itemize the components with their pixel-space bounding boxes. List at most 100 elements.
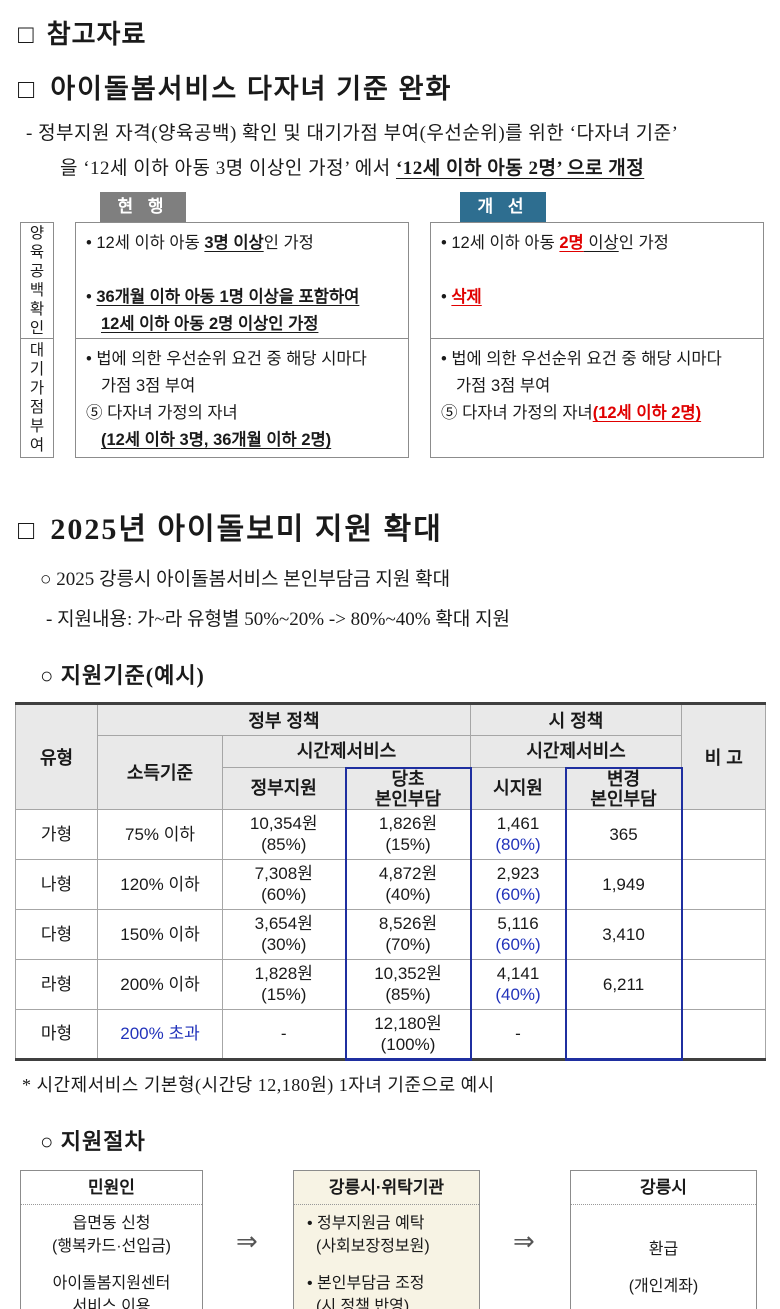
improved-wait-line2: 가점 3점 부여 [456, 377, 551, 395]
row-label-care-gap: 양육공백확인 [21, 223, 53, 339]
col-header-gov-support: 정부지원 [222, 767, 346, 810]
col-header-gov-policy: 정부 정책 [96, 703, 472, 736]
ref-title-text: 참고자료 [46, 19, 147, 49]
col-header-income: 소득기준 [97, 735, 223, 810]
flow-box-city-title: 강릉시 [571, 1171, 756, 1205]
col-header-type: 유형 [15, 703, 98, 810]
income-cell: 150% 이하 [97, 908, 223, 960]
gov-cell: 10,354원 (85%) [222, 808, 346, 860]
section2-title: □ 2025년 아이돌보미 지원 확대 [0, 460, 780, 548]
note-cell [681, 808, 767, 860]
current-tab-label: 현 행 [100, 192, 186, 222]
table-row-na: 나형 120% 이하 7,308원 (60%) 4,872원 (40%) 2,923… [15, 858, 767, 910]
current-care-gap-line1: • 12세 이하 아동 3명 이상인 가정 [86, 234, 314, 252]
gov-cell: 7,308원 (60%) [222, 858, 346, 910]
orig-copay-cell: 12,180원 (100%) [344, 1008, 472, 1061]
section2-title-text: 2025년 아이돌보미 지원 확대 [50, 513, 443, 546]
current-care-gap-line3: 12세 이하 아동 2명 이상인 가정 [101, 315, 319, 333]
current-wait-line3: ⑤ 다자녀 가정의 자녀 [86, 404, 238, 422]
procedure-heading: ○ 지원절차 [40, 1128, 146, 1154]
procedure-flow: 민원인 읍면동 신청 (행복카드·선입금) 아이돌봄지원센터 서비스 이용 ⇒ … [0, 1169, 780, 1309]
section2-bullet1: ○ 2025 강릉시 아이돌봄서비스 본인부담금 지원 확대 [40, 569, 451, 590]
note-cell [681, 908, 767, 960]
city-support-cell: 1,461 (80%) [470, 808, 567, 860]
table-row-da: 다형 150% 이하 3,654원 (30%) 8,526원 (70%) 5,116… [15, 908, 767, 960]
improved-tab-label: 개 선 [460, 192, 546, 222]
section2-bullet2: - 지원내용: 가~라 유형별 50%~20% -> 80%~40% 확대 지원 [46, 609, 511, 630]
improved-box: • 12세 이하 아동 2명 이상인 가정 • 삭제 • 법에 의한 우선순위 … [430, 222, 764, 458]
col-header-city-policy: 시 정책 [470, 703, 683, 736]
row-labels-column: 양육공백확인 대기가점부여 [20, 222, 54, 458]
current-care-gap-cell: • 12세 이하 아동 3명 이상인 가정 • 36개월 이하 아동 1명 이상… [76, 223, 408, 339]
income-cell: 200% 이하 [97, 958, 223, 1010]
flow-box-city: 강릉시 환급 (개인계좌) [570, 1169, 757, 1309]
type-cell: 다형 [15, 908, 98, 960]
new-copay-cell [564, 1008, 683, 1061]
income-cell: 200% 초과 [97, 1008, 223, 1060]
improved-wait-point-cell: • 법에 의한 우선순위 요건 중 해당 시마다 가점 3점 부여 ⑤ 다자녀 … [431, 339, 763, 457]
intro-line-1: - 정부지원 자격(양육공백) 확인 및 대기가점 부여(우선순위)를 위한 ‘… [26, 123, 679, 144]
flow-box-applicant: 민원인 읍면동 신청 (행복카드·선입금) 아이돌봄지원센터 서비스 이용 [20, 1169, 203, 1309]
income-cell: 120% 이하 [97, 858, 223, 910]
col-header-new-copay: 변경 본인부담 [564, 766, 683, 810]
flow-box-city-agency-title: 강릉시·위탁기관 [294, 1171, 479, 1205]
note-cell [681, 958, 767, 1010]
type-cell: 나형 [15, 858, 98, 910]
table-row-ga: 가형 75% 이하 10,354원 (85%) 1,826원 (15%) 1,461… [15, 808, 767, 860]
square-bullet-icon: □ [18, 19, 35, 49]
improved-care-gap-line2: • 삭제 [441, 288, 482, 306]
city-support-cell: 2,923 (60%) [470, 858, 567, 910]
criteria-heading: ○ 지원기준(예시) [40, 663, 205, 688]
current-box: • 12세 이하 아동 3명 이상인 가정 • 36개월 이하 아동 1명 이상… [75, 222, 409, 458]
table-row-ra: 라형 200% 이하 1,828원 (15%) 10,352원 (85%) 4,14… [15, 958, 767, 1010]
table-footnote: * 시간제서비스 기본형(시간당 12,180원) 1자녀 기준으로 예시 [22, 1074, 495, 1095]
section1-title: □ 아이돌봄서비스 다자녀 기준 완화 [0, 51, 780, 106]
improved-care-gap-cell: • 12세 이하 아동 2명 이상인 가정 • 삭제 [431, 223, 763, 339]
type-cell: 가형 [15, 808, 98, 860]
flow-arrow-icon: ⇒ [513, 1225, 535, 1256]
note-cell [681, 858, 767, 910]
section1-title-text: 아이돌봄서비스 다자녀 기준 완화 [50, 74, 453, 104]
note-cell [681, 1008, 767, 1060]
city-support-cell: 5,116 (60%) [470, 908, 567, 960]
city-support-cell: 4,141 (40%) [470, 958, 567, 1010]
col-header-orig-copay: 당초 본인부담 [344, 766, 472, 810]
square-bullet-icon: □ [18, 74, 37, 104]
new-copay-cell: 365 [564, 808, 683, 860]
new-copay-cell: 6,211 [564, 958, 683, 1010]
type-cell: 마형 [15, 1008, 98, 1060]
comparison-block: 현 행 개 선 양육공백확인 대기가점부여 • 12세 이하 아동 3명 이상인… [0, 192, 780, 460]
support-criteria-table: 유형 정부 정책 시 정책 비 고 소득기준 시간제서비스 시간제서비스 정부지… [15, 702, 767, 1061]
flow-arrow-icon: ⇒ [236, 1225, 258, 1256]
row-label-wait-point: 대기가점부여 [29, 342, 45, 454]
current-wait-point-cell: • 법에 의한 우선순위 요건 중 해당 시마다 가점 3점 부여 ⑤ 다자녀 … [76, 339, 408, 457]
square-bullet-icon: □ [18, 515, 37, 545]
income-cell: 75% 이하 [97, 808, 223, 860]
gov-cell: 1,828원 (15%) [222, 958, 346, 1010]
table-row-ma: 마형 200% 초과 - 12,180원 (100%) - [15, 1008, 767, 1061]
current-wait-line1: • 법에 의한 우선순위 요건 중 해당 시마다 [86, 350, 367, 368]
flow-box-city-agency-body: • 정부지원금 예탁 (사회보장정보원) • 본인부담금 조정 (시 정책 반영… [307, 1214, 430, 1309]
orig-copay-cell: 1,826원 (15%) [344, 808, 472, 860]
orig-copay-cell: 8,526원 (70%) [344, 908, 472, 960]
flow-box-applicant-title: 민원인 [21, 1171, 202, 1205]
gov-cell: 3,654원 (30%) [222, 908, 346, 960]
current-wait-line2: 가점 3점 부여 [101, 377, 196, 395]
flow-box-city-agency: 강릉시·위탁기관 • 정부지원금 예탁 (사회보장정보원) • 본인부담금 조정… [293, 1169, 480, 1309]
new-copay-cell: 3,410 [564, 908, 683, 960]
improved-wait-line3: ⑤ 다자녀 가정의 자녀(12세 이하 2명) [441, 404, 702, 422]
intro-line-2: 을 ‘12세 이하 아동 3명 이상인 가정’ 에서 ‘12세 이하 아동 2명… [60, 151, 780, 186]
flow-box-city-body: 환급 (개인계좌) [628, 1240, 699, 1295]
col-header-note: 비 고 [681, 703, 767, 810]
section1-intro: - 정부지원 자격(양육공백) 확인 및 대기가점 부여(우선순위)를 위한 ‘… [26, 116, 780, 186]
city-support-cell: - [470, 1008, 567, 1060]
current-care-gap-line2: • 36개월 이하 아동 1명 이상을 포함하여 [86, 288, 360, 306]
orig-copay-cell: 10,352원 (85%) [344, 958, 472, 1010]
type-cell: 라형 [15, 958, 98, 1010]
col-header-hourly-city: 시간제서비스 [470, 735, 683, 768]
gov-cell: - [222, 1008, 346, 1060]
new-copay-cell: 1,949 [564, 858, 683, 910]
orig-copay-cell: 4,872원 (40%) [344, 858, 472, 910]
ref-title: □ 참고자료 [0, 0, 780, 51]
